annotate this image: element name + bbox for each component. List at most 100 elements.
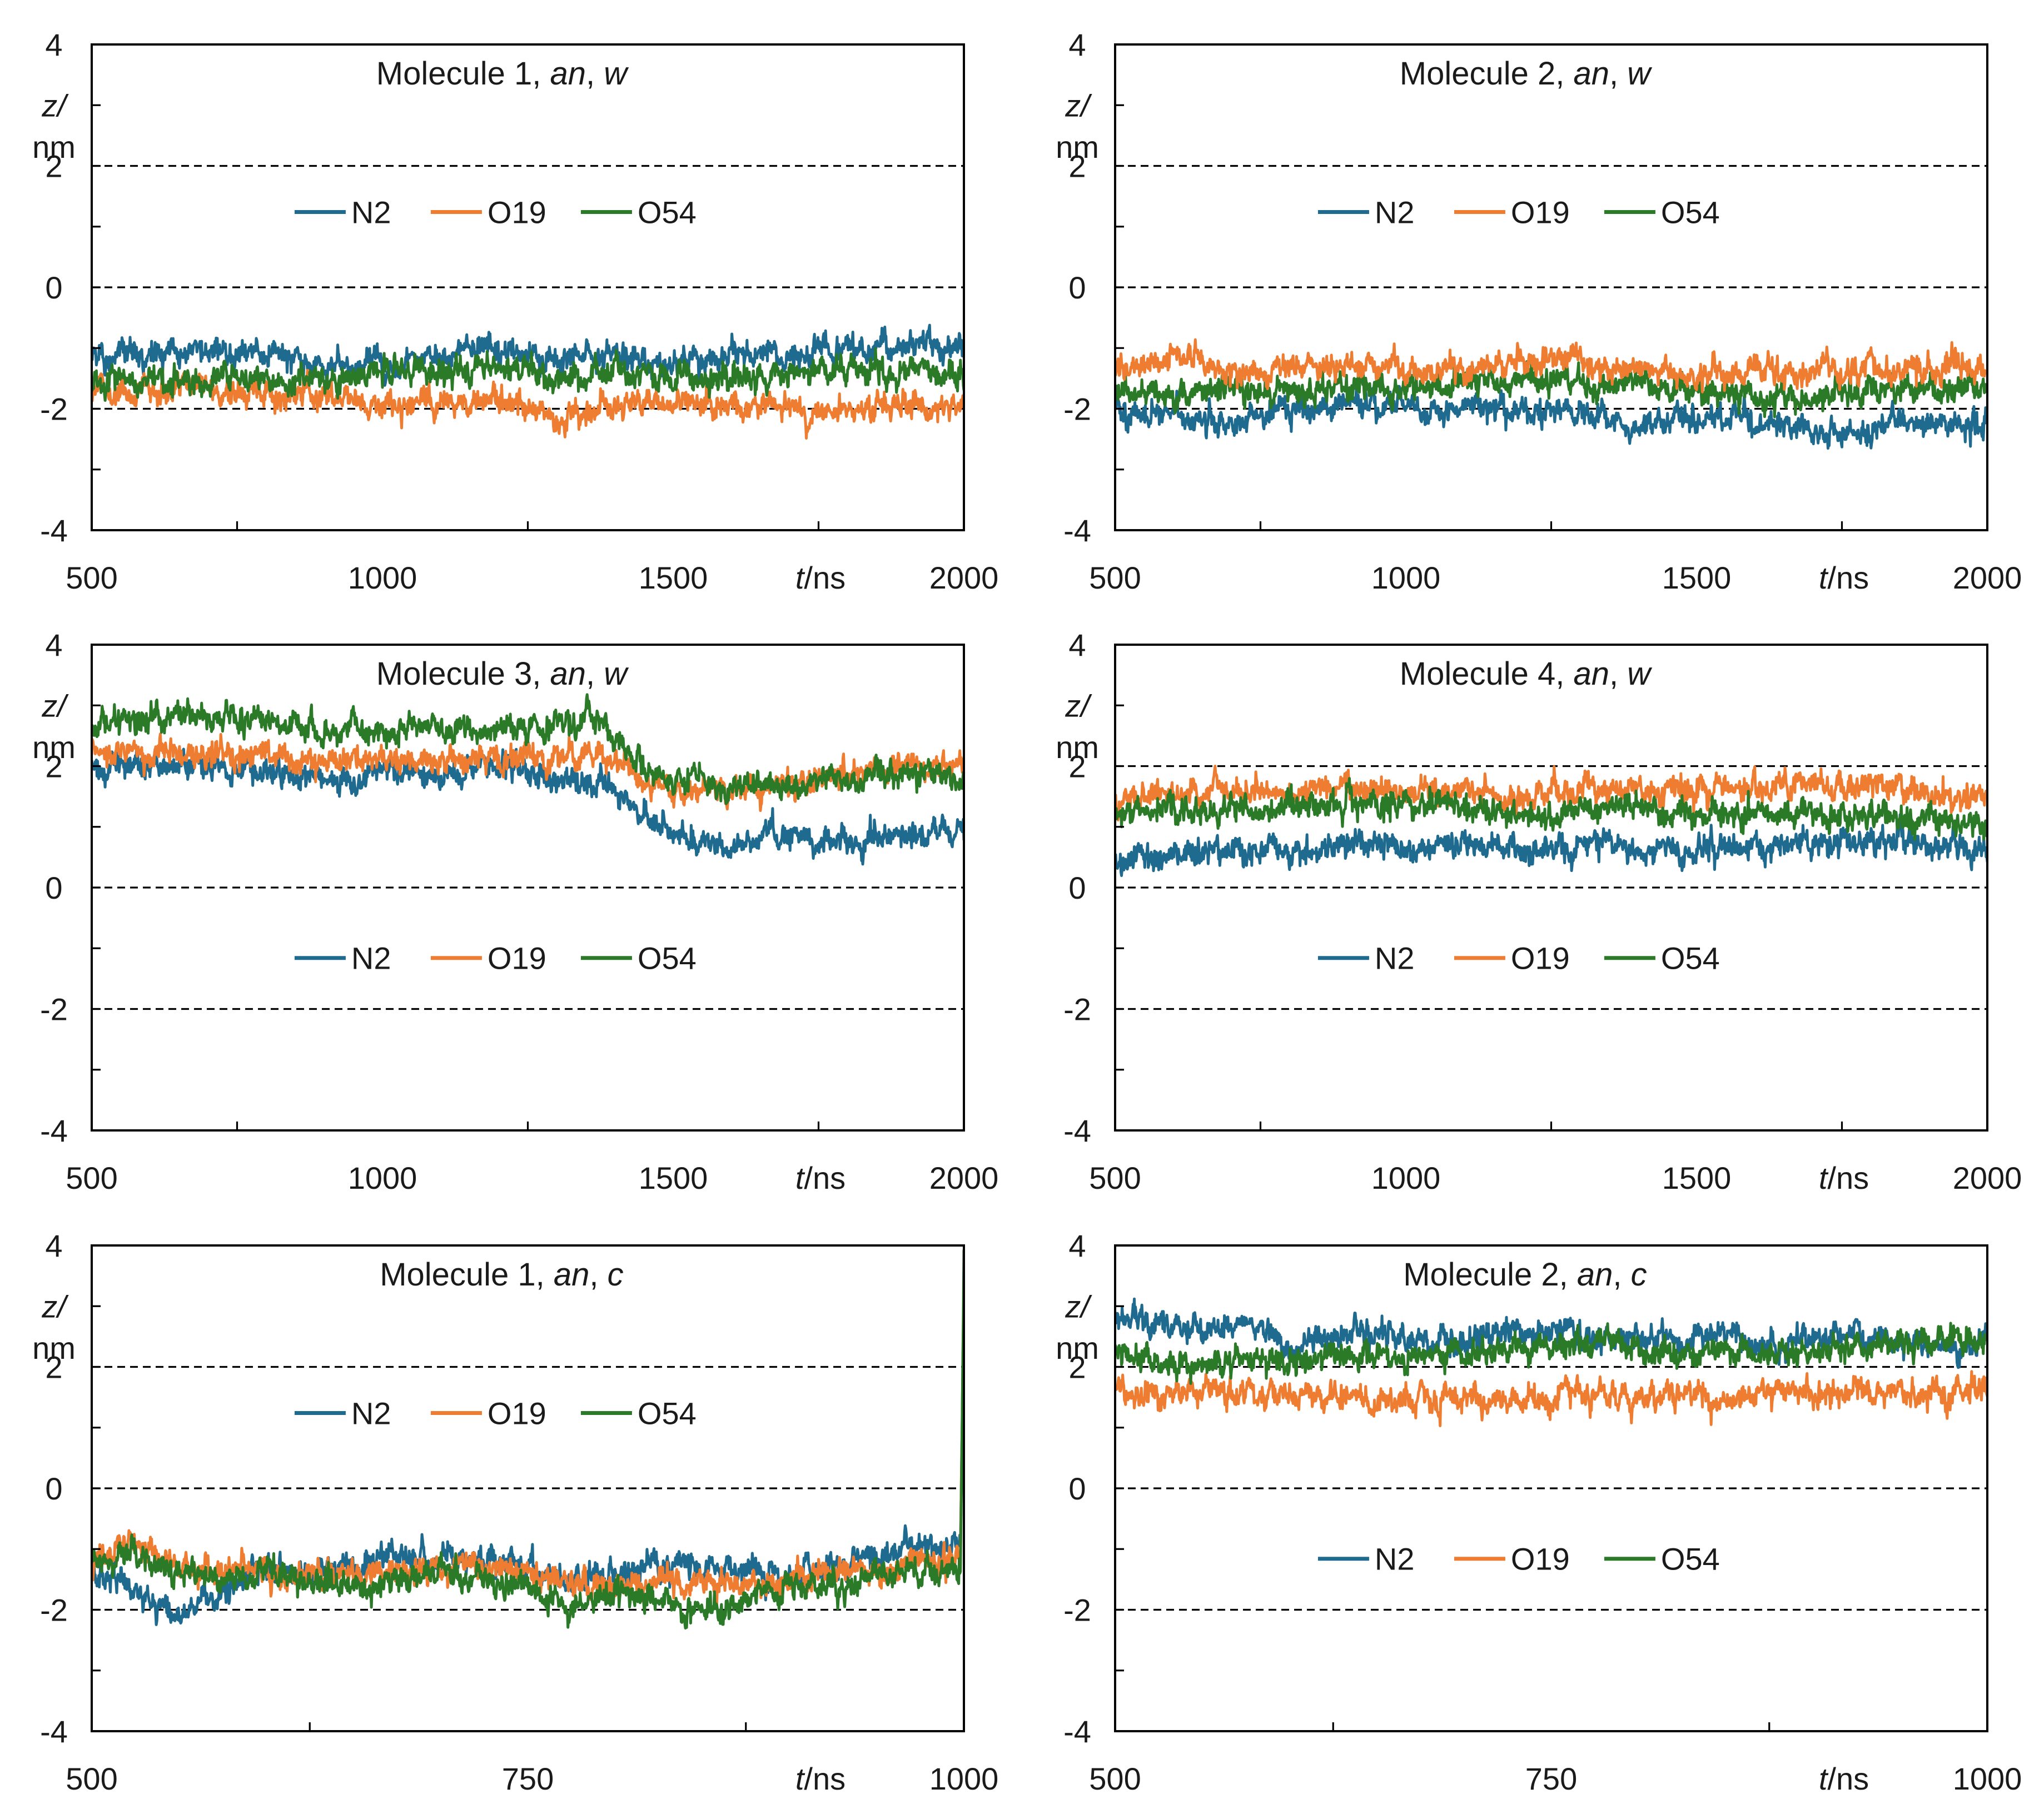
legend-label-n2: N2 [351, 195, 391, 230]
legend-label-o54: O54 [638, 195, 697, 230]
legend-label-o19: O19 [1511, 941, 1570, 976]
y-tick-label: -2 [1063, 992, 1091, 1027]
y-tick-label: 0 [45, 1471, 62, 1506]
chart-title: Molecule 2, an, w [1400, 56, 1652, 92]
y-tick-label: 0 [45, 870, 62, 905]
series-traces [92, 323, 964, 440]
x-tick-label: 500 [66, 1160, 117, 1195]
series-line-n2 [92, 747, 964, 866]
x-tick-label: 1000 [1953, 1761, 2022, 1796]
chart-title: Molecule 4, an, w [1400, 656, 1652, 692]
series-line-n2 [1115, 813, 1987, 877]
chart-panel-2: 4 2 0 -2 -4 z/nm 500 1000 1500 2000 t/ns Molecule 2… [1056, 27, 2022, 595]
series-traces [1115, 765, 1987, 877]
legend-label-o54: O54 [638, 1396, 697, 1431]
y-tick-label: -4 [40, 1714, 68, 1749]
legend-label-o19: O19 [488, 195, 546, 230]
y-tick-label: -4 [1063, 513, 1091, 548]
legend-label-n2: N2 [1375, 1542, 1415, 1577]
y-axis-label: z/ [41, 1289, 69, 1324]
chart-panel-1: 4 2 0 -2 -4 z/nm 500 1000 1500 2000 t/ns Molecule 1… [32, 27, 998, 595]
x-tick-label: 1500 [639, 1160, 708, 1195]
y-tick-label: 2 [1068, 1350, 1086, 1385]
series-line-o19 [92, 1289, 964, 1607]
y-tick-label: 2 [1068, 749, 1086, 784]
chart-title: Molecule 3, an, w [376, 656, 629, 692]
y-tick-label: 4 [1068, 27, 1086, 62]
y-tick-label: 2 [45, 749, 62, 784]
y-tick-label: 4 [45, 1228, 62, 1263]
series-line-o19 [1115, 765, 1987, 821]
series-line-o54 [1115, 360, 1987, 418]
series-traces [1115, 1297, 1987, 1427]
y-axis-label: z/ [41, 88, 69, 123]
series-line-o54 [1115, 777, 1987, 841]
legend-label-n2: N2 [351, 941, 391, 976]
x-axis-label: t/ns [1819, 1160, 1869, 1195]
y-axis-unit-label: nm [32, 129, 76, 165]
y-tick-label: 0 [45, 270, 62, 305]
legend-label-n2: N2 [1375, 941, 1415, 976]
y-tick-label: 2 [45, 149, 62, 184]
y-axis-unit-label: nm [1056, 730, 1099, 765]
x-tick-label: 2000 [1953, 1160, 2022, 1195]
x-tick-label: 1000 [348, 560, 417, 595]
x-tick-label: 1500 [1662, 1160, 1732, 1195]
legend-label-o19: O19 [488, 1396, 546, 1431]
legend-label-o54: O54 [638, 941, 697, 976]
series-traces [92, 693, 964, 866]
legend-label-n2: N2 [1375, 195, 1415, 230]
x-tick-label: 2000 [929, 1160, 999, 1195]
x-tick-label: 500 [1089, 1160, 1141, 1195]
series-line-o19 [1115, 338, 1987, 393]
chart-panel-3: 4 2 0 -2 -4 z/nm 500 1000 1500 2000 t/ns Molecule 3… [32, 627, 998, 1195]
y-tick-label: 2 [1068, 149, 1086, 184]
y-tick-label: -4 [1063, 1113, 1091, 1148]
y-axis-unit-label: nm [32, 730, 76, 765]
y-axis-label: z/ [41, 688, 69, 723]
y-tick-label: 4 [45, 627, 62, 662]
series-line-o19 [92, 368, 964, 440]
legend-label-o19: O19 [1511, 195, 1570, 230]
x-tick-label: 1000 [929, 1761, 999, 1796]
y-tick-label: 4 [45, 27, 62, 62]
legend: N2 O19 O54 [1317, 941, 1720, 976]
series-line-o54 [1115, 1322, 1987, 1385]
y-tick-label: -2 [40, 1593, 68, 1628]
x-tick-label: 1000 [1371, 1160, 1441, 1195]
chart-title: Molecule 1, an, w [376, 56, 629, 92]
series-line-o54 [92, 1249, 964, 1629]
legend-label-n2: N2 [351, 1396, 391, 1431]
x-tick-label: 500 [66, 1761, 117, 1796]
legend: N2 O19 O54 [1317, 1542, 1720, 1577]
chart-panel-6: 4 2 0 -2 -4 z/nm 500 750 1000 t/ns Molecule 2, an,… [1056, 1228, 2022, 1796]
chart-panel-4: 4 2 0 -2 -4 z/nm 500 1000 1500 2000 t/ns Molecule 4… [1056, 627, 2022, 1195]
y-axis-label: z/ [1065, 688, 1092, 723]
series-line-o54 [92, 347, 964, 402]
x-tick-label: 2000 [929, 560, 999, 595]
x-tick-label: 1000 [348, 1160, 417, 1195]
chart-panel-5: 4 2 0 -2 -4 z/nm 500 750 1000 t/ns Molecule 1, an,… [32, 1228, 998, 1796]
y-tick-label: 2 [45, 1350, 62, 1385]
legend: N2 O19 O54 [294, 941, 697, 976]
y-tick-label: -4 [1063, 1714, 1091, 1749]
y-tick-label: -2 [1063, 392, 1091, 427]
series-line-o54 [92, 693, 964, 805]
y-tick-label: 0 [1068, 870, 1086, 905]
y-axis-label: z/ [1065, 88, 1092, 123]
y-tick-label: -2 [40, 392, 68, 427]
legend-label-o54: O54 [1661, 941, 1720, 976]
y-tick-label: 0 [1068, 270, 1086, 305]
y-axis-unit-label: nm [1056, 1330, 1099, 1366]
x-tick-label: 500 [66, 560, 117, 595]
series-traces [1115, 338, 1987, 450]
x-tick-label: 2000 [1953, 560, 2022, 595]
y-tick-label: -2 [1063, 1593, 1091, 1628]
series-line-n2 [1115, 1297, 1987, 1369]
x-axis-label: t/ns [795, 1761, 846, 1796]
x-axis-label: t/ns [1819, 1761, 1869, 1796]
y-axis-unit-label: nm [32, 1330, 76, 1366]
y-tick-label: 4 [1068, 1228, 1086, 1263]
y-tick-label: 0 [1068, 1471, 1086, 1506]
